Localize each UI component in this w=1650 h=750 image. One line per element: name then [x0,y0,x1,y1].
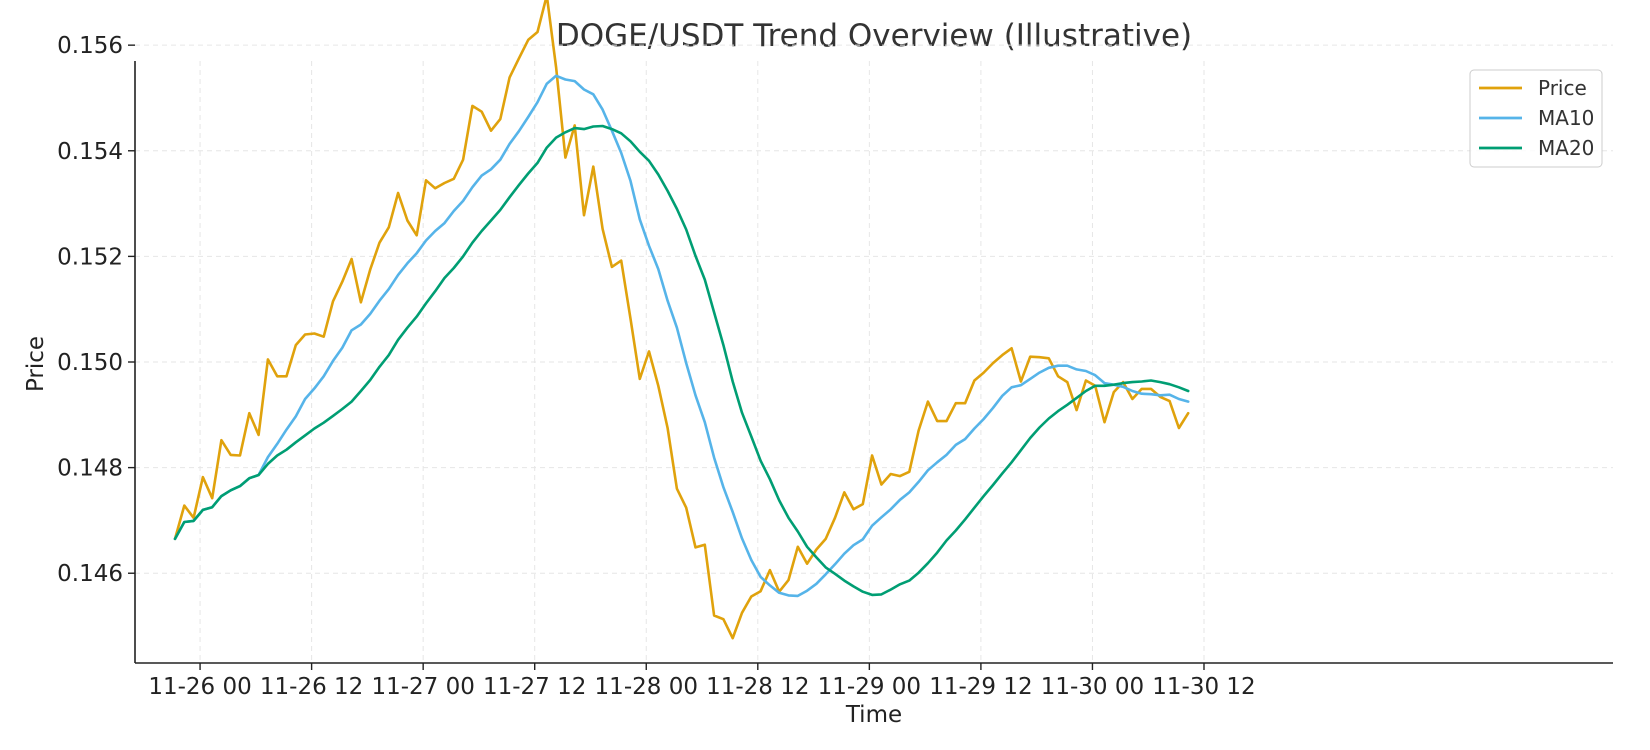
x-tick-label: 11-29 00 [818,674,921,700]
x-axis-ticks: 11-26 00 11-26 12 11-27 00 11-27 12 11-28 00… [148,663,1256,700]
x-tick-label: 11-30 12 [1152,674,1255,700]
y-tick-label: 0.148 [57,456,123,482]
grid-lines [135,44,1613,663]
x-tick-label: 11-27 00 [371,674,474,700]
legend-label-price: Price [1538,76,1587,100]
x-tick-label: 11-27 12 [483,674,586,700]
legend-box [1469,69,1603,168]
y-axis-label: Price [23,336,49,392]
legend-label-ma20: MA20 [1538,136,1594,160]
series-line-price [173,0,1190,640]
x-tick-label: 11-26 12 [260,674,363,700]
legend-label-ma10: MA10 [1538,106,1594,130]
y-tick-label: 0.150 [57,350,123,376]
y-tick-label: 0.156 [57,33,123,59]
y-tick-label: 0.154 [57,139,123,165]
legend: Price MA10 MA20 [1469,69,1603,168]
chart-title: DOGE/USDT Trend Overview (Illustrative) [556,18,1192,54]
series-layer [173,0,1190,640]
x-tick-label: 11-26 00 [148,674,251,700]
y-axis-ticks: 0.146 0.148 0.150 0.152 0.154 0.156 [57,33,135,587]
x-tick-label: 11-28 12 [706,674,809,700]
y-tick-label: 0.152 [57,244,123,270]
series-line-ma10 [173,74,1190,598]
series-line-ma20 [173,124,1190,597]
x-tick-label: 11-30 00 [1041,674,1144,700]
x-axis-label: Time [845,702,902,728]
x-tick-label: 11-28 00 [595,674,698,700]
x-tick-label: 11-29 12 [929,674,1032,700]
y-tick-label: 0.146 [57,561,123,587]
